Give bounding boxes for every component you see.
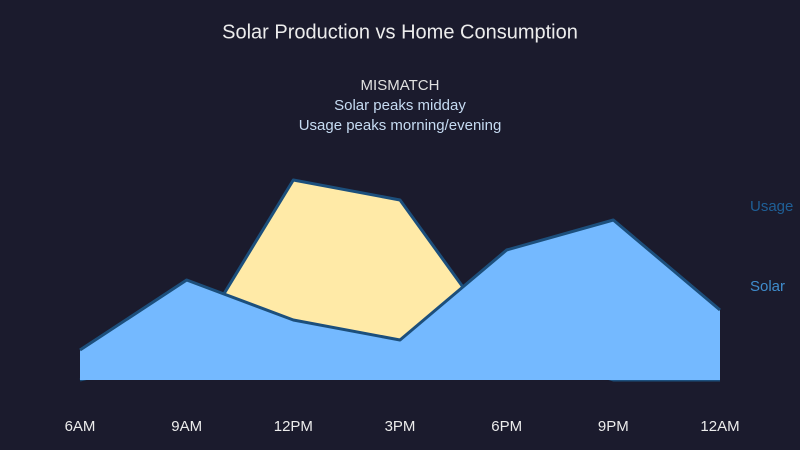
x-tick-label: 12AM bbox=[700, 418, 739, 435]
x-tick-label: 9PM bbox=[598, 418, 629, 435]
x-tick-label: 6PM bbox=[491, 418, 522, 435]
x-tick-label: 9AM bbox=[171, 418, 202, 435]
chart-title: Solar Production vs Home Consumption bbox=[222, 21, 578, 43]
x-tick-label: 6AM bbox=[65, 418, 96, 435]
series-area bbox=[80, 220, 720, 380]
x-tick-label: 3PM bbox=[385, 418, 416, 435]
annotation-heading: MISMATCH bbox=[361, 77, 440, 94]
legend-label: Usage bbox=[750, 198, 793, 215]
series-line bbox=[79, 218, 721, 352]
annotation-line: Usage peaks morning/evening bbox=[299, 117, 502, 134]
legend-label: Solar bbox=[750, 278, 785, 295]
annotation-line: Solar peaks midday bbox=[334, 97, 466, 114]
x-tick-label: 12PM bbox=[274, 418, 313, 435]
